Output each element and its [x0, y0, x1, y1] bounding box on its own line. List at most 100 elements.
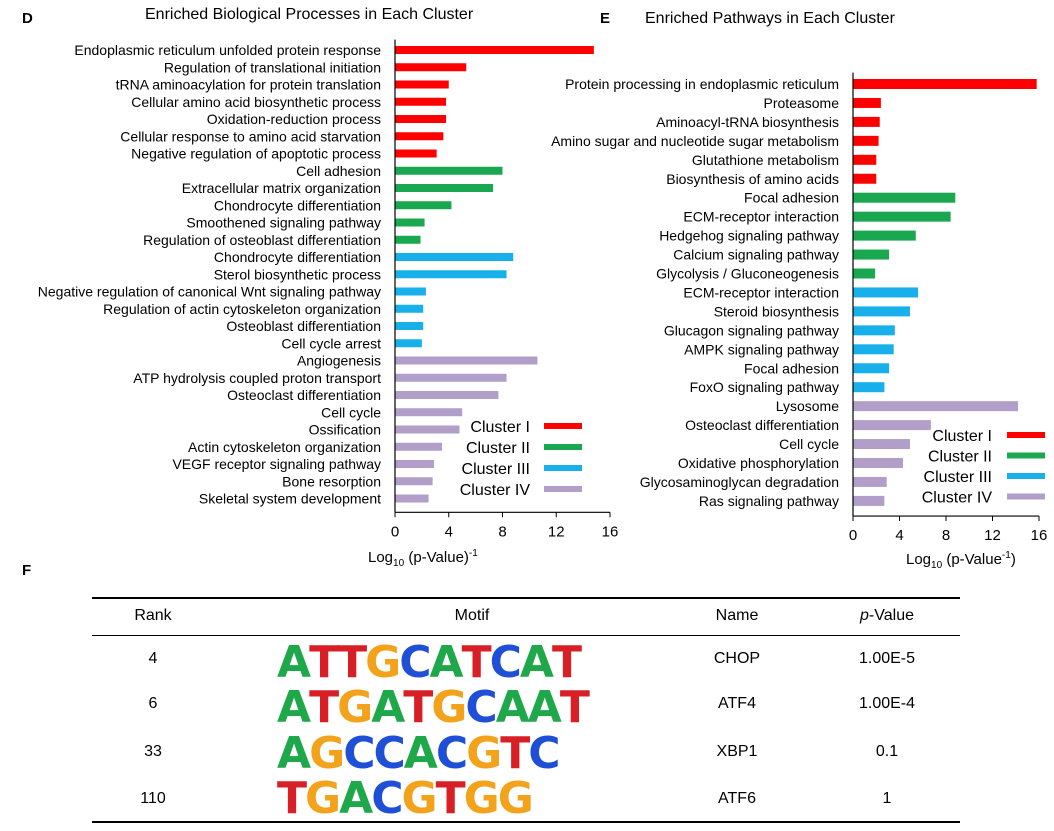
x-tick-label: 12	[984, 527, 1001, 544]
category-label: Regulation of translational initiation	[164, 59, 381, 75]
legend-swatch	[544, 423, 582, 429]
bar	[853, 230, 916, 241]
panel-e-letter: E	[600, 10, 611, 27]
motif-letter: A	[403, 728, 438, 779]
motif-letter: T	[277, 773, 307, 824]
category-label: Chondrocyte differentiation	[214, 197, 381, 213]
motif-letter: T	[309, 682, 339, 733]
category-label: Cell cycle	[321, 404, 381, 420]
motif-letter: T	[435, 773, 466, 824]
bar	[853, 268, 876, 279]
motif-letter: A	[527, 682, 562, 733]
motif-letter: T	[403, 682, 433, 733]
legend-swatch	[544, 465, 582, 471]
table-row-name: XBP1	[716, 743, 758, 760]
category-label: Glycosaminoglycan degradation	[640, 474, 839, 490]
table-row-name: CHOP	[713, 650, 761, 667]
category-label: tRNA aminoacylation for protein translat…	[116, 77, 381, 93]
motif-letter: G	[305, 773, 341, 824]
motif-letter: G	[497, 773, 534, 824]
panel-d-xlabel: Log10 (p-Value)-1	[368, 548, 478, 569]
table-row-pvalue: 1.00E-5	[858, 650, 916, 667]
category-label: Cell cycle arrest	[281, 335, 381, 351]
motif-letter: C	[465, 682, 497, 733]
bar	[853, 287, 919, 298]
category-label: Ras signaling pathway	[699, 493, 839, 509]
category-label: Smoothened signaling pathway	[186, 215, 381, 231]
bar	[395, 149, 437, 158]
table-row-rank: 6	[148, 695, 158, 712]
bar	[853, 495, 885, 506]
category-label: Protein processing in endoplasmic reticu…	[565, 76, 839, 92]
legend-swatch	[544, 486, 582, 492]
category-label: ECM-receptor interaction	[683, 284, 839, 300]
bar	[853, 363, 890, 374]
bar	[395, 218, 425, 227]
category-label: Endoplasmic reticulum unfolded protein r…	[74, 42, 381, 58]
motif-letter: C	[343, 728, 375, 779]
bar	[395, 63, 467, 72]
bar	[395, 304, 424, 313]
category-label: Chondrocyte differentiation	[214, 249, 381, 265]
bar	[395, 115, 447, 123]
category-label: Extracellular matrix organization	[182, 180, 381, 196]
motif-letter: C	[399, 637, 431, 688]
legend-label: Cluster IV	[922, 490, 993, 507]
category-label: Bone resorption	[282, 473, 381, 489]
motif-letter: A	[495, 682, 530, 733]
category-label: Glutathione metabolism	[692, 152, 839, 168]
motif-letter: A	[519, 637, 554, 688]
motif-letter: G	[463, 773, 500, 824]
motif-letter: C	[371, 773, 403, 824]
bar	[395, 184, 494, 192]
bar	[853, 306, 910, 317]
category-label: Sterol biosynthetic process	[214, 266, 381, 282]
x-tick-label: 4	[445, 523, 453, 540]
bar	[395, 391, 499, 399]
motif-letter: T	[309, 637, 339, 688]
table-header-rule	[92, 635, 960, 636]
bar	[853, 173, 877, 184]
motif-letter: T	[337, 637, 367, 688]
bar	[395, 201, 452, 210]
bar	[395, 408, 463, 417]
bar	[853, 325, 895, 336]
bar	[853, 439, 910, 450]
bar	[853, 458, 903, 468]
table-row-name: ATF4	[718, 695, 756, 712]
bar	[395, 356, 538, 365]
x-tick-label: 8	[498, 523, 506, 540]
bar	[395, 80, 449, 89]
table-row-rank: 33	[144, 743, 162, 760]
x-tick-label: 12	[548, 523, 565, 540]
category-label: VEGF receptor signaling pathway	[172, 456, 381, 472]
table-row-name: ATF6	[718, 790, 756, 807]
x-tick-label: 8	[942, 527, 950, 544]
category-label: Regulation of osteoblast differentiation	[143, 232, 381, 248]
legend-label: Cluster II	[466, 440, 530, 457]
bar	[853, 401, 1019, 412]
x-tick-label: 4	[895, 527, 903, 544]
legend-swatch	[1007, 493, 1045, 500]
category-label: Cellular amino acid biosynthetic process	[131, 94, 381, 110]
panel-e-xlabel: Log10 (p-Value-1)	[906, 550, 1016, 571]
category-label: Actin cytoskeleton organization	[188, 439, 381, 455]
table-row-rank: 110	[140, 790, 166, 807]
category-label: Osteoclast differentiation	[227, 387, 381, 403]
motif-letter: T	[461, 637, 492, 688]
panel-f-letter: F	[22, 562, 32, 579]
category-label: Cell adhesion	[296, 163, 381, 179]
bar	[853, 135, 879, 146]
motif-letter: C	[373, 728, 405, 779]
panel-d-title: Enriched Biological Processes in Each Cl…	[145, 6, 474, 23]
motif-letter: C	[489, 637, 522, 688]
header-name: Name	[715, 607, 759, 624]
table-row-rank: 4	[148, 650, 158, 667]
bar	[395, 46, 594, 54]
table-row-pvalue: 0.1	[875, 743, 899, 760]
category-label: Negative regulation of canonical Wnt sig…	[38, 284, 381, 300]
bar	[395, 442, 443, 451]
